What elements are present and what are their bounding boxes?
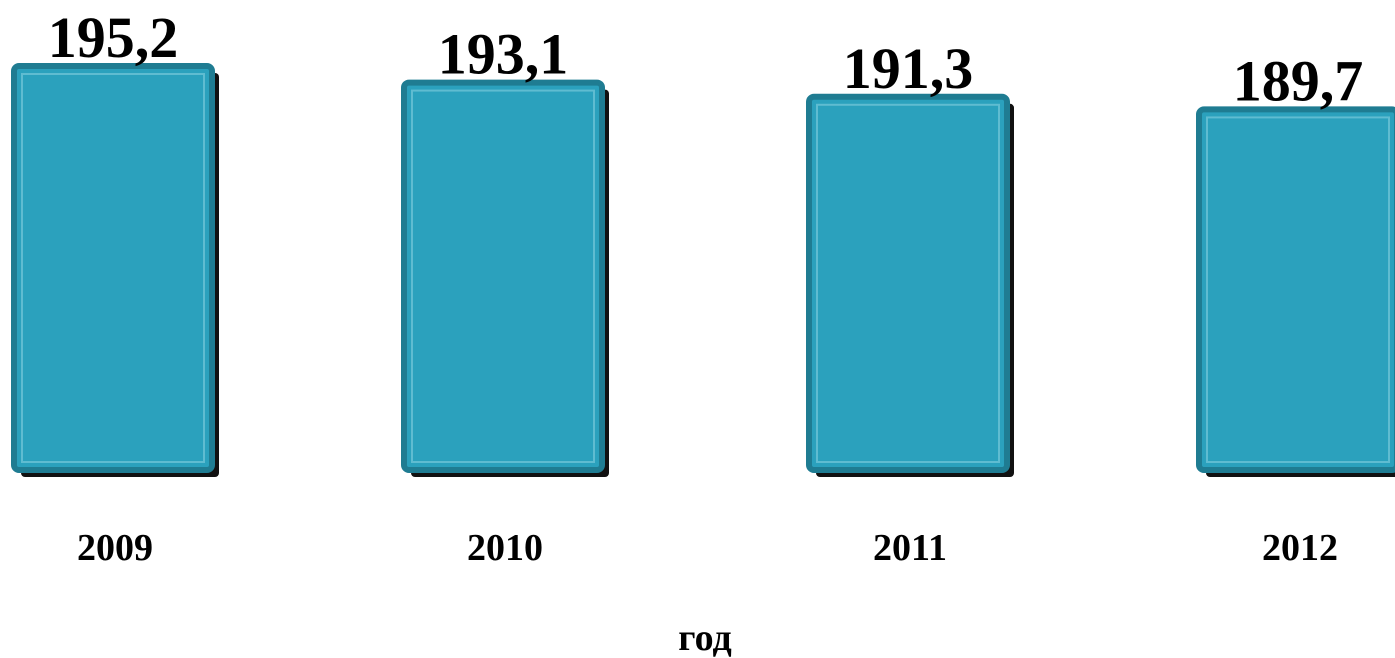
bar-value-label: 189,7 — [1233, 48, 1364, 113]
bar-bevel — [816, 103, 1000, 464]
bar — [1196, 106, 1395, 477]
bar-value-label: 195,2 — [48, 5, 179, 70]
bar-bevel — [21, 73, 205, 463]
x-tick-label: 2012 — [1262, 527, 1338, 569]
bar-body — [1196, 106, 1395, 473]
x-axis-title: год — [678, 617, 731, 658]
bar — [11, 63, 219, 477]
bar-value-label: 191,3 — [843, 36, 974, 101]
bar — [401, 79, 609, 477]
bar-bevel — [1206, 116, 1390, 463]
bar — [806, 93, 1014, 477]
x-tick-labels-group: 2009 2010 2011 2012 — [77, 527, 1338, 569]
bar-value-label: 193,1 — [438, 22, 569, 87]
bars-group — [11, 63, 1395, 477]
bar-body — [11, 63, 215, 473]
bar-bevel — [411, 89, 595, 463]
bar-body — [806, 93, 1010, 474]
x-tick-label: 2011 — [873, 527, 947, 569]
x-tick-label: 2010 — [467, 527, 543, 569]
x-tick-label: 2009 — [77, 527, 153, 569]
value-labels-group: 195,2 193,1 191,3 189,7 — [48, 5, 1364, 113]
bar-body — [401, 79, 605, 473]
